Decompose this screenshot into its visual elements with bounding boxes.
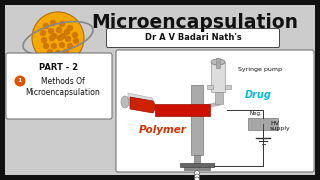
Text: HV
supply: HV supply — [270, 121, 291, 131]
Circle shape — [73, 38, 79, 44]
Circle shape — [14, 75, 26, 87]
Polygon shape — [128, 93, 155, 110]
Circle shape — [67, 25, 73, 31]
Circle shape — [72, 32, 78, 38]
FancyBboxPatch shape — [6, 53, 112, 119]
Bar — [207, 85, 213, 89]
Circle shape — [47, 49, 53, 55]
Circle shape — [51, 43, 57, 49]
Circle shape — [59, 42, 65, 48]
Text: Syringe pump: Syringe pump — [238, 68, 282, 73]
Circle shape — [43, 43, 49, 49]
Text: Methods Of
Microencapsulation: Methods Of Microencapsulation — [26, 77, 100, 97]
FancyBboxPatch shape — [116, 50, 314, 172]
Circle shape — [49, 35, 55, 41]
Bar — [191, 85, 203, 155]
Circle shape — [51, 33, 57, 39]
Circle shape — [64, 29, 70, 35]
Text: Microencapsulation: Microencapsulation — [92, 12, 299, 32]
Circle shape — [32, 12, 84, 64]
Bar — [194, 155, 200, 163]
Ellipse shape — [121, 96, 129, 108]
Circle shape — [195, 170, 199, 175]
Circle shape — [50, 20, 56, 26]
Bar — [216, 58, 220, 68]
Bar — [225, 85, 231, 89]
Circle shape — [63, 49, 69, 55]
Text: PART - 2: PART - 2 — [39, 62, 79, 71]
Circle shape — [40, 30, 46, 36]
Circle shape — [41, 37, 47, 43]
Circle shape — [56, 27, 62, 33]
Circle shape — [55, 50, 61, 56]
Circle shape — [195, 177, 199, 180]
Text: Polymer: Polymer — [139, 125, 187, 135]
Circle shape — [60, 33, 66, 39]
Bar — [248, 118, 278, 130]
Bar — [211, 62, 225, 92]
Text: 1: 1 — [18, 78, 22, 84]
Polygon shape — [130, 97, 156, 113]
Circle shape — [195, 174, 199, 179]
Circle shape — [57, 35, 63, 41]
Bar — [180, 163, 214, 167]
Bar — [215, 92, 223, 104]
Bar — [184, 167, 210, 170]
Text: Neg.: Neg. — [249, 111, 262, 116]
Circle shape — [67, 43, 73, 49]
Ellipse shape — [211, 59, 225, 65]
Text: Dr A V Badari Nath's: Dr A V Badari Nath's — [145, 33, 241, 42]
Circle shape — [48, 28, 54, 34]
Circle shape — [59, 21, 65, 27]
Circle shape — [65, 36, 71, 42]
Bar — [155, 104, 210, 116]
FancyBboxPatch shape — [107, 28, 279, 48]
Text: Drug: Drug — [244, 90, 271, 100]
Circle shape — [43, 23, 49, 29]
